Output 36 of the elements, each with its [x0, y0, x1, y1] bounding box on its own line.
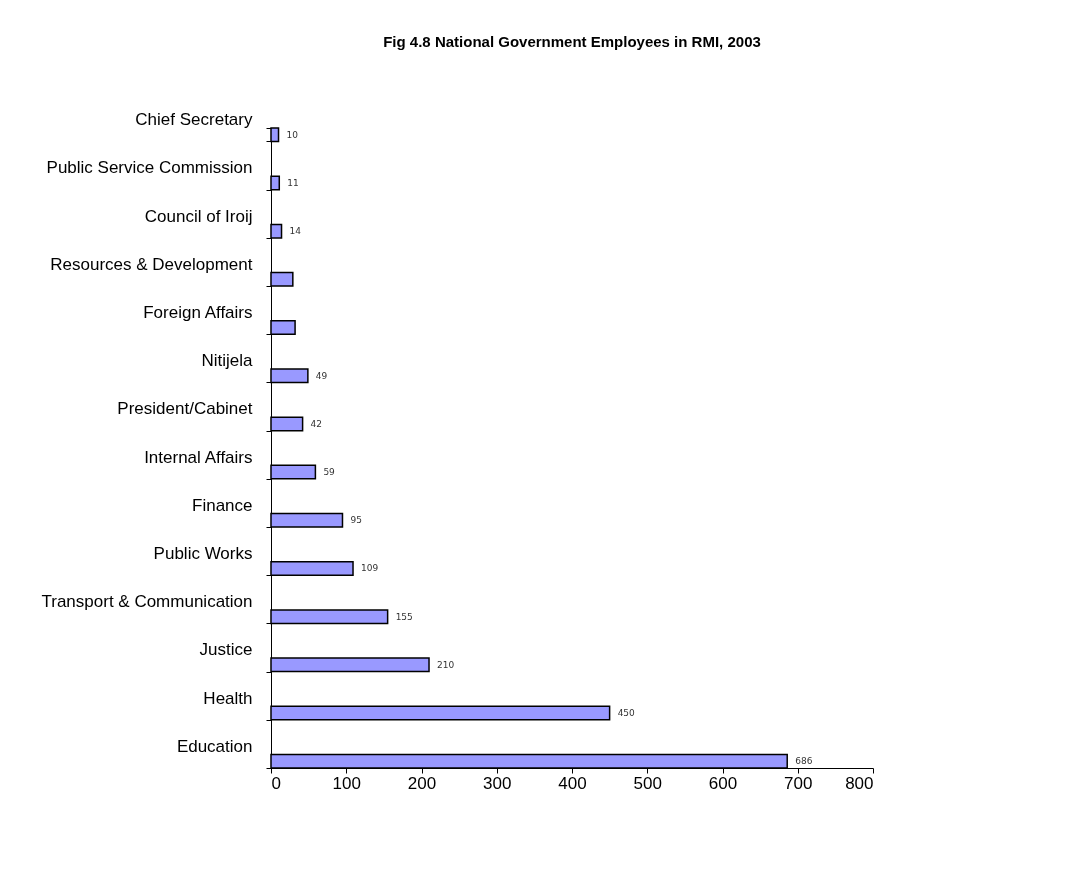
x-tick-label: 300: [483, 773, 512, 793]
y-tick-label: Public Service Commission: [46, 158, 253, 178]
data-label: 14: [289, 226, 302, 237]
data-label: 10: [286, 129, 299, 140]
y-tick-label: Council of Iroij: [144, 206, 253, 226]
x-tick-label: 200: [407, 773, 437, 793]
y-tick-label: Chief Secretary: [135, 110, 253, 130]
y-tick-label: Public Works: [153, 543, 253, 563]
y-tick-label: Nitijela: [201, 351, 254, 371]
chart-title: Fig 4.8 National Government Employees in RMI, 2003: [383, 33, 761, 50]
data-label: 450: [617, 708, 636, 719]
data-label: 49: [315, 370, 328, 381]
x-tick-label: 600: [708, 773, 738, 793]
data-label: 11: [287, 177, 299, 188]
data-label: 109: [361, 563, 379, 574]
x-tick-label: 0: [271, 773, 281, 793]
y-tick-label: Transport & Communication: [41, 592, 253, 612]
x-tick-label: 100: [332, 773, 361, 793]
x-tick-label: 800: [845, 773, 874, 793]
y-tick-label: Education: [176, 736, 253, 756]
y-tick-label: Resources & Development: [50, 254, 253, 274]
y-tick-label: President/Cabinet: [117, 399, 253, 419]
data-label: 42: [310, 418, 323, 429]
x-tick-label: 700: [784, 773, 813, 793]
y-tick-label: Finance: [192, 495, 253, 515]
data-label: 59: [323, 467, 336, 478]
y-tick-label: Health: [203, 688, 253, 708]
y-tick-label: Foreign Affairs: [143, 303, 253, 323]
data-label: 686: [795, 756, 813, 767]
x-tick-label: 400: [558, 773, 587, 793]
y-tick-label: Internal Affairs: [144, 447, 253, 467]
data-label: 155: [395, 611, 413, 622]
x-tick-label: 500: [633, 773, 662, 793]
data-label: 95: [350, 515, 362, 526]
y-tick-label: Justice: [199, 640, 253, 660]
data-label: 210: [437, 659, 455, 670]
